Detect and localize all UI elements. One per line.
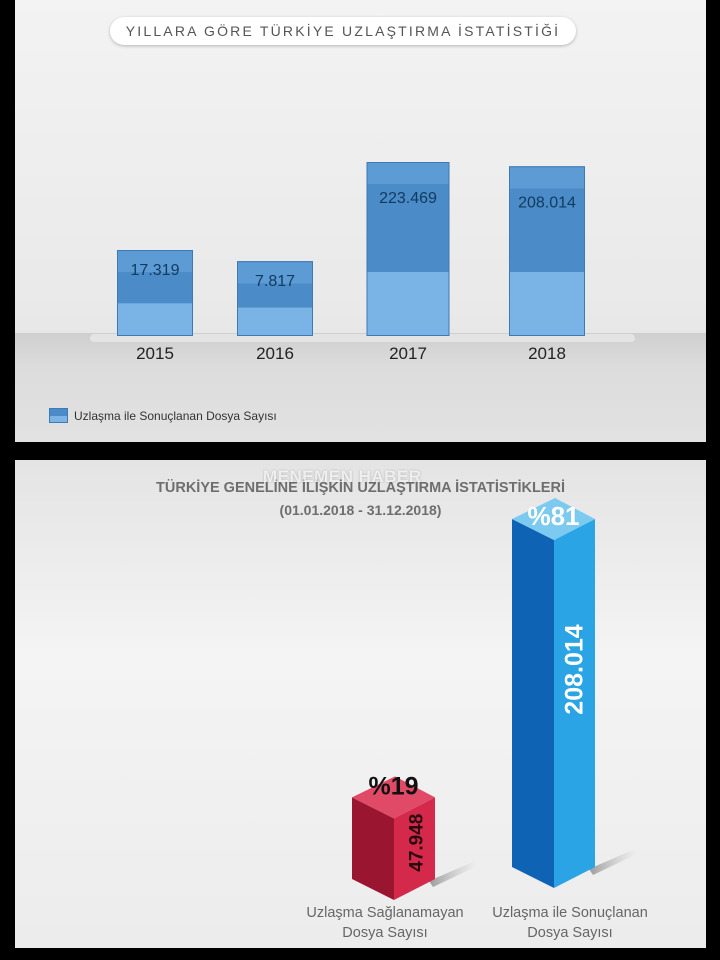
value-label: 208.014 xyxy=(518,194,576,211)
bar-top-face xyxy=(352,776,435,819)
chart-shelf xyxy=(90,334,635,342)
bar-band-2017 xyxy=(366,184,450,272)
bar-outline-2016 xyxy=(237,261,313,337)
bar-cap-2015 xyxy=(117,250,193,273)
bar-band-2015 xyxy=(117,272,193,304)
bar-outline-2015 xyxy=(117,250,193,336)
chart-title: YILLARA GÖRE TÜRKİYE UZLAŞTIRMA İSTATİST… xyxy=(110,17,576,45)
bar-top-face xyxy=(512,498,595,540)
x-tick-label: 2015 xyxy=(136,344,174,363)
category-label-settled-line1: Uzlaşma ile Sonuçlanan xyxy=(492,905,648,921)
legend: Uzlaşma ile Sonuçlanan Dosya Sayısı xyxy=(49,408,277,423)
breakdown-title: TÜRKİYE GENELİNE İLİŞKİN UZLAŞTIRMA İSTA… xyxy=(156,480,565,496)
bar-left-face xyxy=(512,519,554,888)
value-label: 47.948 xyxy=(407,814,428,872)
bar-outline-2018 xyxy=(509,166,585,336)
bar-right-face xyxy=(554,519,595,888)
bar-outline-2017 xyxy=(366,162,450,336)
percent-label: %81 xyxy=(527,501,579,531)
value-label: 17.319 xyxy=(131,262,180,279)
category-label-failed-line2: Dosya Sayısı xyxy=(342,925,428,941)
x-tick-label: 2017 xyxy=(389,344,427,363)
x-tick-label: 2018 xyxy=(528,344,566,363)
bar-band-2018 xyxy=(509,188,585,272)
bar-shadow xyxy=(429,861,477,887)
category-label-failed: Uzlaşma Sağlanamayan Dosya Sayısı xyxy=(285,903,485,943)
yearly-bar-chart: 17.319 2015 7.817 2016 223.469 2017 208.014 201… xyxy=(117,162,585,363)
yearly-chart-panel: YILLARA GÖRE TÜRKİYE UZLAŞTIRMA İSTATİST… xyxy=(15,0,706,442)
legend-label: Uzlaşma ile Sonuçlanan Dosya Sayısı xyxy=(74,408,277,423)
legend-swatch xyxy=(49,408,68,423)
value-label: 208.014 xyxy=(561,624,589,714)
category-label-settled-line2: Dosya Sayısı xyxy=(527,925,613,941)
bar-left-face xyxy=(352,797,394,900)
value-label: 7.817 xyxy=(255,273,295,290)
bar-shadow xyxy=(589,849,637,875)
breakdown-bar-chart: %19 47.948 %81 208.014 xyxy=(352,498,637,900)
bar-cap-2018 xyxy=(509,166,585,189)
x-tick-label: 2016 xyxy=(256,344,294,363)
chart-floor xyxy=(15,333,706,442)
percent-label: %19 xyxy=(368,772,418,800)
category-label-failed-line1: Uzlaşma Sağlanamayan xyxy=(306,905,464,921)
bar-right-face xyxy=(394,797,435,900)
breakdown-chart-panel: TÜRKİYE GENELİNE İLİŞKİN UZLAŞTIRMA İSTA… xyxy=(15,460,706,948)
value-label: 223.469 xyxy=(379,190,437,207)
bar-cap-2017 xyxy=(366,162,450,184)
breakdown-subtitle: (01.01.2018 - 31.12.2018) xyxy=(279,502,442,518)
category-label-settled: Uzlaşma ile Sonuçlanan Dosya Sayısı xyxy=(470,903,670,943)
watermark: MENEMEN HABER xyxy=(263,467,422,486)
bar-band-2016 xyxy=(237,283,313,308)
bar-cap-2016 xyxy=(237,261,313,284)
